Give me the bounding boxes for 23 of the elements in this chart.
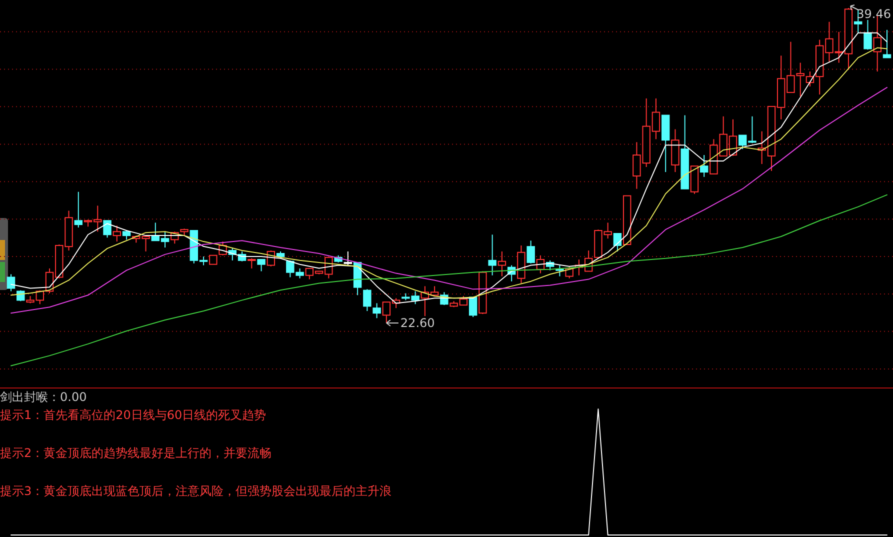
annotation: 提示1：首先看高位的20日线与60日线的死叉趋势 <box>0 408 266 422</box>
candlestick <box>6 274 16 292</box>
candlestick <box>344 250 352 266</box>
annotation: 提示2：黄金顶底的趋势线最好是上行的，并要流畅 <box>0 446 272 460</box>
chart-title: 剑出封喉：0.00 <box>0 390 87 404</box>
candlestick <box>498 250 506 277</box>
candlestick <box>468 296 478 318</box>
candlestick <box>556 264 564 277</box>
candlestick <box>613 233 622 252</box>
candlestick <box>488 234 496 276</box>
candlestick <box>248 258 256 269</box>
candlestick <box>257 258 266 272</box>
candlestick <box>103 220 112 238</box>
candlestick <box>864 19 872 50</box>
candlestick <box>363 288 372 312</box>
candlestick <box>74 191 83 228</box>
candlestick <box>112 225 122 242</box>
candlestick <box>700 154 708 178</box>
annotation: 提示3：黄金顶底出现蓝色顶后，注意风险，但强势股会出现最后的主升浪 <box>0 484 392 498</box>
annotation: 22.60 <box>400 316 435 330</box>
candlestick <box>372 302 381 319</box>
candlestick <box>882 29 892 58</box>
candlestick <box>526 240 535 264</box>
